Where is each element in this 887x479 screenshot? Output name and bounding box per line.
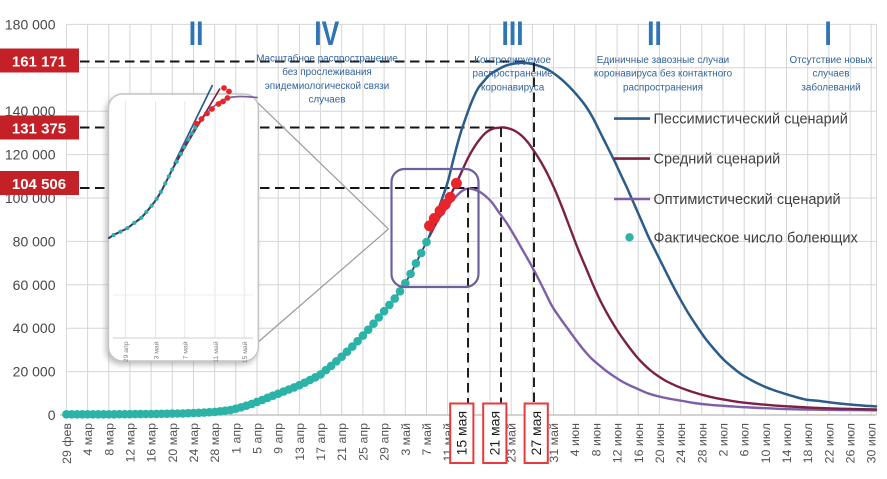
svg-text:коронавируса: коронавируса — [481, 82, 545, 93]
svg-text:9 апр: 9 апр — [272, 423, 286, 454]
svg-text:1 апр: 1 апр — [229, 423, 243, 454]
svg-text:7 май: 7 май — [182, 341, 190, 359]
svg-text:20 июн: 20 июн — [653, 423, 667, 463]
svg-text:28 мар: 28 мар — [208, 423, 222, 463]
svg-text:12 июн: 12 июн — [611, 423, 625, 463]
svg-text:21 апр: 21 апр — [335, 423, 349, 461]
svg-text:80 000: 80 000 — [13, 233, 56, 249]
svg-text:заболеваний: заболеваний — [801, 82, 860, 93]
svg-text:I: I — [824, 15, 831, 53]
svg-text:161 171: 161 171 — [12, 54, 66, 71]
svg-text:24 июн: 24 июн — [674, 423, 688, 463]
svg-text:30 июл: 30 июл — [865, 423, 879, 463]
svg-text:13 апр: 13 апр — [293, 423, 307, 461]
svg-text:III: III — [502, 15, 524, 53]
svg-text:3 май: 3 май — [399, 423, 413, 456]
svg-text:28 июн: 28 июн — [695, 423, 709, 463]
svg-text:6 июл: 6 июл — [738, 423, 752, 457]
svg-text:29 апр: 29 апр — [378, 423, 392, 461]
svg-text:10 июл: 10 июл — [759, 423, 773, 463]
svg-text:29 фев: 29 фев — [60, 423, 74, 464]
svg-text:17 апр: 17 апр — [314, 423, 328, 461]
svg-text:Оптимистический сценарий: Оптимистический сценарий — [654, 192, 841, 208]
svg-text:25 апр: 25 апр — [356, 423, 370, 461]
svg-text:5 апр: 5 апр — [251, 423, 265, 454]
svg-text:Средний сценарий: Средний сценарий — [654, 152, 781, 168]
svg-text:26 июл: 26 июл — [844, 423, 858, 463]
svg-text:131 375: 131 375 — [12, 121, 66, 138]
svg-text:29 апр: 29 апр — [123, 341, 130, 362]
svg-text:104 506: 104 506 — [12, 176, 66, 193]
svg-text:21 мая: 21 мая — [487, 411, 503, 455]
svg-text:Отсутствие новых: Отсутствие новых — [789, 55, 872, 66]
svg-text:16 июн: 16 июн — [632, 423, 646, 463]
svg-text:II: II — [189, 15, 204, 53]
svg-text:140 000: 140 000 — [5, 103, 56, 119]
svg-text:180 000: 180 000 — [5, 16, 56, 32]
svg-text:распространения: распространения — [623, 82, 703, 93]
svg-text:4 мар: 4 мар — [81, 423, 95, 456]
svg-text:23 май: 23 май — [505, 423, 519, 463]
svg-text:0: 0 — [48, 407, 56, 423]
svg-text:Единичные завозные случаи: Единичные завозные случаи — [597, 55, 729, 66]
svg-text:14 июл: 14 июл — [780, 423, 794, 463]
svg-text:3 май: 3 май — [152, 341, 160, 359]
svg-text:II: II — [647, 15, 662, 53]
svg-text:случаев: случаев — [308, 95, 345, 106]
svg-text:8 июн: 8 июн — [589, 423, 603, 456]
svg-text:4 июн: 4 июн — [568, 423, 582, 456]
svg-text:12 мар: 12 мар — [123, 423, 137, 463]
svg-text:60 000: 60 000 — [13, 277, 56, 293]
svg-text:11 май: 11 май — [212, 341, 220, 362]
svg-text:распространение: распространение — [473, 69, 554, 80]
svg-text:31 май: 31 май — [547, 423, 561, 463]
svg-text:22 июл: 22 июл — [822, 423, 836, 463]
svg-text:Масштабное распространение: Масштабное распространение — [256, 54, 398, 65]
svg-text:случаев: случаев — [812, 69, 849, 80]
svg-text:без прослеживания: без прослеживания — [282, 67, 372, 78]
svg-text:40 000: 40 000 — [13, 320, 56, 336]
svg-text:Контролируемое: Контролируемое — [474, 55, 551, 66]
svg-text:20 мар: 20 мар — [166, 423, 180, 463]
svg-text:2 июл: 2 июл — [717, 423, 731, 457]
svg-text:24 мар: 24 мар — [187, 423, 201, 463]
svg-text:27 мая: 27 мая — [528, 411, 544, 455]
svg-text:16 мар: 16 мар — [145, 423, 159, 463]
svg-text:15 май: 15 май — [241, 341, 249, 363]
svg-text:коронавируса без контактного: коронавируса без контактного — [594, 69, 733, 80]
svg-text:Пессимистический сценарий: Пессимистический сценарий — [654, 112, 848, 128]
svg-text:IV: IV — [314, 15, 340, 53]
svg-text:Фактическое число болеющих: Фактическое число болеющих — [654, 230, 859, 246]
svg-text:15 мая: 15 мая — [454, 411, 470, 455]
svg-text:эпидемиологической связи: эпидемиологической связи — [265, 81, 389, 92]
svg-text:20 000: 20 000 — [13, 364, 56, 380]
svg-text:8 мар: 8 мар — [102, 423, 116, 456]
svg-text:7 май: 7 май — [420, 423, 434, 456]
svg-text:120 000: 120 000 — [5, 147, 56, 163]
svg-text:18 июл: 18 июл — [801, 423, 815, 463]
